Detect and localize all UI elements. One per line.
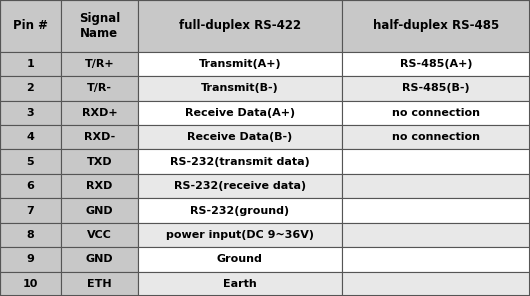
Bar: [342, 125, 530, 149]
Bar: [138, 0, 342, 52]
Text: RXD: RXD: [86, 181, 112, 191]
Bar: [0, 247, 61, 272]
Bar: [342, 0, 530, 52]
Bar: [138, 198, 342, 223]
Bar: [138, 174, 342, 198]
Text: no connection: no connection: [392, 108, 480, 118]
Text: Earth: Earth: [223, 279, 257, 289]
Text: RS-232(receive data): RS-232(receive data): [174, 181, 306, 191]
Text: Receive Data(A+): Receive Data(A+): [185, 108, 295, 118]
Bar: [138, 223, 342, 247]
Text: 10: 10: [23, 279, 38, 289]
Text: GND: GND: [85, 205, 113, 215]
Bar: [342, 198, 530, 223]
Bar: [342, 174, 530, 198]
Bar: [342, 223, 530, 247]
Text: Transmit(A+): Transmit(A+): [199, 59, 281, 69]
Bar: [342, 101, 530, 125]
Text: GND: GND: [85, 254, 113, 264]
Bar: [0, 174, 61, 198]
Bar: [138, 52, 342, 76]
Text: RS-232(ground): RS-232(ground): [190, 205, 289, 215]
Bar: [61, 125, 138, 149]
Text: 8: 8: [26, 230, 34, 240]
Bar: [138, 125, 342, 149]
Bar: [138, 247, 342, 272]
Text: RS-485(B-): RS-485(B-): [402, 83, 470, 94]
Bar: [61, 0, 138, 52]
Text: 2: 2: [26, 83, 34, 94]
Bar: [342, 149, 530, 174]
Text: RS-485(A+): RS-485(A+): [400, 59, 472, 69]
Text: 7: 7: [26, 205, 34, 215]
Bar: [61, 272, 138, 296]
Bar: [61, 76, 138, 101]
Bar: [342, 272, 530, 296]
Text: RXD-: RXD-: [84, 132, 115, 142]
Bar: [342, 76, 530, 101]
Bar: [342, 52, 530, 76]
Bar: [0, 223, 61, 247]
Bar: [0, 101, 61, 125]
Bar: [61, 149, 138, 174]
Bar: [61, 198, 138, 223]
Text: Signal
Name: Signal Name: [79, 12, 120, 40]
Text: power input(DC 9~36V): power input(DC 9~36V): [166, 230, 314, 240]
Text: T/R-: T/R-: [87, 83, 112, 94]
Text: RXD+: RXD+: [82, 108, 117, 118]
Bar: [138, 272, 342, 296]
Bar: [0, 149, 61, 174]
Bar: [0, 76, 61, 101]
Bar: [138, 149, 342, 174]
Text: Pin #: Pin #: [13, 20, 48, 32]
Bar: [0, 272, 61, 296]
Text: T/R+: T/R+: [85, 59, 114, 69]
Bar: [138, 76, 342, 101]
Text: Receive Data(B-): Receive Data(B-): [187, 132, 293, 142]
Bar: [61, 52, 138, 76]
Text: half-duplex RS-485: half-duplex RS-485: [373, 20, 499, 32]
Text: 4: 4: [26, 132, 34, 142]
Text: 5: 5: [26, 157, 34, 167]
Text: 9: 9: [26, 254, 34, 264]
Bar: [61, 223, 138, 247]
Bar: [342, 247, 530, 272]
Text: 3: 3: [26, 108, 34, 118]
Bar: [61, 247, 138, 272]
Bar: [138, 101, 342, 125]
Bar: [0, 198, 61, 223]
Bar: [61, 174, 138, 198]
Bar: [0, 125, 61, 149]
Text: no connection: no connection: [392, 132, 480, 142]
Bar: [61, 101, 138, 125]
Text: RS-232(transmit data): RS-232(transmit data): [170, 157, 310, 167]
Text: VCC: VCC: [87, 230, 112, 240]
Text: ETH: ETH: [87, 279, 112, 289]
Text: 1: 1: [26, 59, 34, 69]
Text: Transmit(B-): Transmit(B-): [201, 83, 279, 94]
Text: full-duplex RS-422: full-duplex RS-422: [179, 20, 301, 32]
Text: TXD: TXD: [86, 157, 112, 167]
Text: 6: 6: [26, 181, 34, 191]
Text: Ground: Ground: [217, 254, 263, 264]
Bar: [0, 52, 61, 76]
Bar: [0, 0, 61, 52]
